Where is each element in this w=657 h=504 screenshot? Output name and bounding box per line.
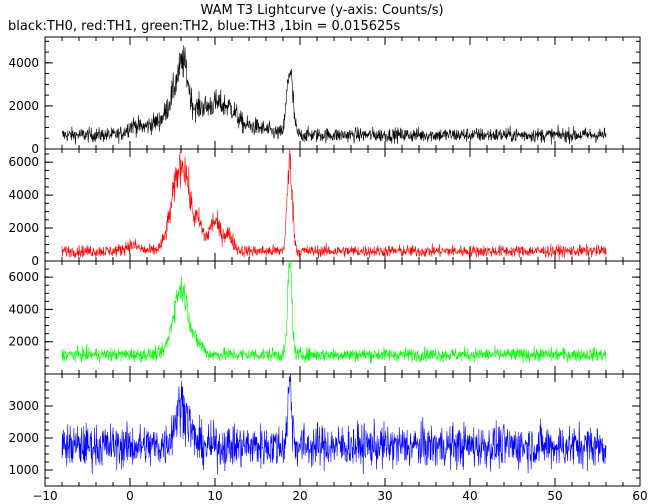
series-line-th2 bbox=[61, 260, 607, 365]
x-tick-label: 60 bbox=[632, 489, 647, 503]
panel-frame bbox=[44, 373, 641, 487]
y-tick-label: 6000 bbox=[8, 155, 39, 169]
y-tick-label: 4000 bbox=[8, 188, 39, 202]
y-tick-label: 3000 bbox=[8, 399, 39, 413]
y-tick-label: 4000 bbox=[8, 56, 39, 70]
panel-th2: 2000 4000 6000 bbox=[8, 260, 641, 375]
panel-th0: 0 2000 4000 bbox=[8, 36, 641, 156]
y-tick-label: 2000 bbox=[8, 221, 39, 235]
x-tick-label: 10 bbox=[207, 489, 222, 503]
y-tick-label: 2000 bbox=[8, 335, 39, 349]
chart-title: WAM T3 Lightcurve (y-axis: Counts/s) bbox=[200, 3, 443, 18]
y-tick-label: 0 bbox=[31, 142, 39, 156]
series-line-th0 bbox=[61, 45, 607, 145]
x-tick-label: 20 bbox=[292, 489, 307, 503]
series-line-th1 bbox=[61, 148, 607, 261]
x-tick-label: −10 bbox=[32, 489, 57, 503]
x-tick-label: 40 bbox=[462, 489, 477, 503]
y-tick-label: 2000 bbox=[8, 99, 39, 113]
y-tick-label: 2000 bbox=[8, 431, 39, 445]
x-tick-label: 0 bbox=[126, 489, 134, 503]
series-line-th3 bbox=[61, 374, 607, 475]
panel-th1: 0 2000 4000 6000 bbox=[8, 148, 641, 268]
panels: 0 2000 4000 0 2000 4000 6000 2000 4000 6000 1000 20… bbox=[8, 36, 648, 503]
y-tick-label: 0 bbox=[31, 254, 39, 268]
y-tick-label: 1000 bbox=[8, 463, 39, 477]
chart-subtitle: black:TH0, red:TH1, green:TH2, blue:TH3 … bbox=[8, 19, 401, 34]
x-tick-label: 50 bbox=[547, 489, 562, 503]
y-tick-label: 4000 bbox=[8, 302, 39, 316]
x-tick-label: 30 bbox=[377, 489, 392, 503]
y-tick-label: 6000 bbox=[8, 270, 39, 284]
panel-th3: 1000 2000 3000 bbox=[8, 373, 641, 487]
